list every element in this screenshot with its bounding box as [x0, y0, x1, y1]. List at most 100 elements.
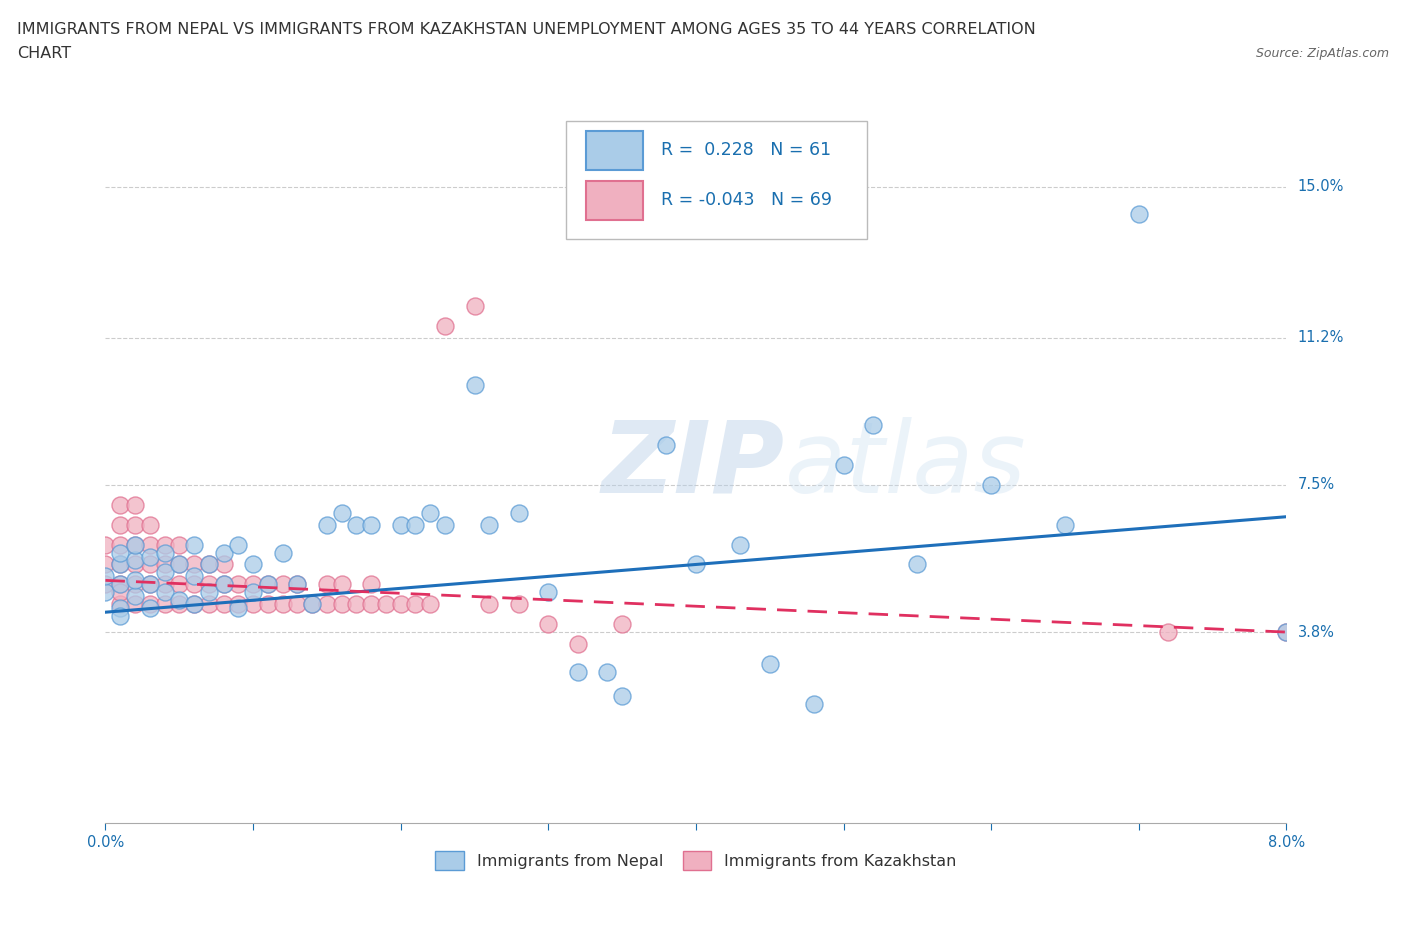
Point	[1275, 625, 1298, 640]
Point	[330, 577, 353, 591]
Point	[330, 597, 353, 612]
Point	[124, 553, 146, 568]
Point	[389, 597, 412, 612]
Point	[242, 585, 264, 600]
Point	[862, 418, 884, 432]
Point	[212, 577, 235, 591]
Bar	[586, 130, 643, 170]
Point	[508, 505, 530, 520]
Point	[153, 557, 176, 572]
Point	[374, 597, 398, 612]
Point	[346, 597, 368, 612]
Point	[153, 577, 176, 591]
Point	[110, 597, 132, 612]
Point	[1157, 625, 1180, 640]
Point	[94, 585, 117, 600]
Point	[197, 557, 219, 572]
Point	[94, 538, 117, 552]
Text: 15.0%: 15.0%	[1298, 179, 1344, 194]
Point	[612, 688, 634, 703]
Text: Source: ZipAtlas.com: Source: ZipAtlas.com	[1256, 46, 1389, 60]
Point	[980, 477, 1002, 492]
Point	[360, 597, 382, 612]
Point	[138, 577, 162, 591]
Text: CHART: CHART	[17, 46, 70, 61]
Point	[907, 557, 929, 572]
Point	[138, 549, 162, 564]
Point	[124, 577, 146, 591]
Point	[124, 557, 146, 572]
Point	[508, 597, 530, 612]
Point	[478, 517, 501, 532]
Point	[197, 557, 219, 572]
Point	[315, 597, 337, 612]
Point	[124, 573, 146, 588]
Point	[124, 538, 146, 552]
Point	[433, 517, 456, 532]
Point	[169, 577, 191, 591]
Point	[169, 597, 191, 612]
Point	[433, 318, 456, 333]
Point	[228, 538, 250, 552]
Point	[124, 538, 146, 552]
Point	[110, 498, 132, 512]
Point	[124, 589, 146, 604]
Point	[315, 577, 337, 591]
Point	[183, 557, 205, 572]
Point	[301, 597, 323, 612]
Point	[110, 609, 132, 624]
Point	[110, 577, 132, 591]
Point	[212, 597, 235, 612]
Point	[138, 557, 162, 572]
Point	[405, 517, 427, 532]
Bar	[586, 180, 643, 220]
Point	[124, 498, 146, 512]
Point	[330, 505, 353, 520]
Text: 11.2%: 11.2%	[1298, 330, 1344, 345]
Text: 3.8%: 3.8%	[1298, 625, 1334, 640]
Point	[153, 545, 176, 560]
Point	[138, 538, 162, 552]
Point	[242, 577, 264, 591]
Point	[138, 517, 162, 532]
Point	[242, 557, 264, 572]
Point	[419, 505, 441, 520]
Text: 7.5%: 7.5%	[1298, 477, 1334, 492]
Point	[212, 577, 235, 591]
Point	[478, 597, 501, 612]
Point	[464, 299, 486, 313]
Point	[110, 557, 132, 572]
Point	[124, 597, 146, 612]
Point	[183, 569, 205, 584]
Point	[94, 577, 117, 591]
Point	[257, 597, 280, 612]
Point	[183, 597, 205, 612]
Point	[346, 517, 368, 532]
Point	[110, 577, 132, 591]
Point	[360, 577, 382, 591]
Point	[153, 585, 176, 600]
Point	[832, 458, 855, 472]
Point	[183, 597, 205, 612]
FancyBboxPatch shape	[567, 121, 868, 239]
Point	[138, 577, 162, 591]
Point	[257, 577, 280, 591]
Point	[228, 577, 250, 591]
Point	[138, 597, 162, 612]
Point	[242, 597, 264, 612]
Point	[315, 517, 337, 532]
Point	[360, 517, 382, 532]
Point	[124, 517, 146, 532]
Point	[153, 597, 176, 612]
Point	[537, 585, 560, 600]
Point	[169, 592, 191, 607]
Point	[271, 597, 294, 612]
Point	[110, 538, 132, 552]
Point	[655, 438, 678, 453]
Point	[301, 597, 323, 612]
Text: ZIP: ZIP	[602, 417, 785, 513]
Point	[228, 597, 250, 612]
Text: R =  0.228   N = 61: R = 0.228 N = 61	[661, 141, 831, 159]
Point	[212, 545, 235, 560]
Point	[183, 577, 205, 591]
